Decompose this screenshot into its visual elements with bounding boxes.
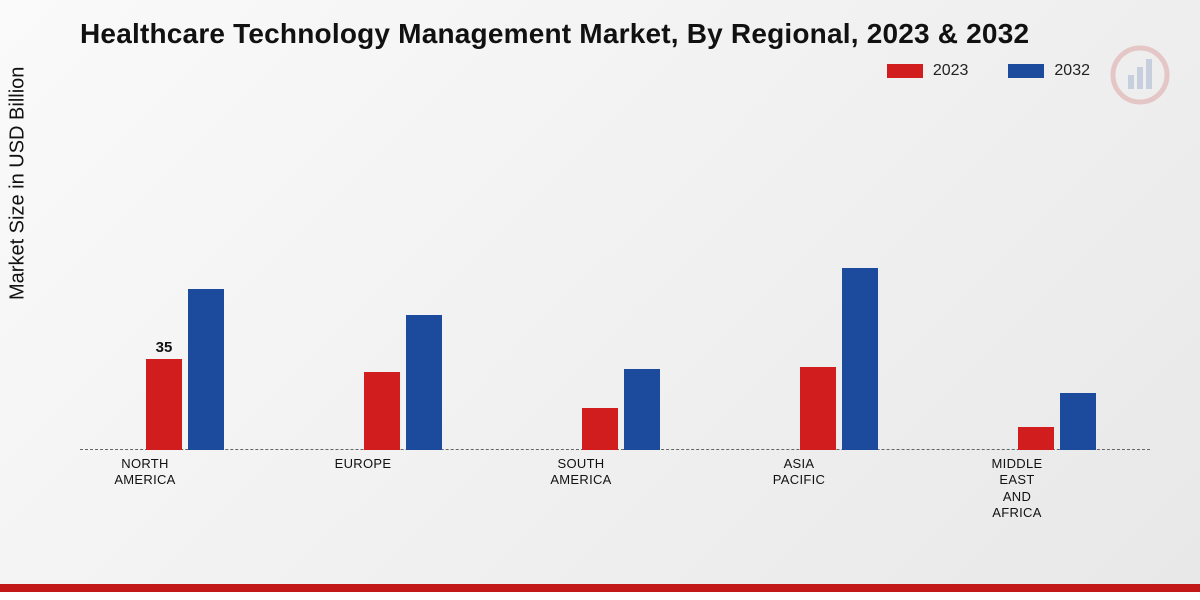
bar-group [774,268,904,450]
watermark-logo [1110,45,1170,105]
legend-item-2032: 2032 [1008,62,1090,80]
chart-page: Healthcare Technology Management Market,… [0,0,1200,600]
bar-group [338,315,468,450]
bar-2023 [800,367,836,450]
bar-2032 [406,315,442,450]
bar-fill [842,268,878,450]
bar-2032 [842,268,878,450]
legend-label-2023: 2023 [933,62,969,80]
bar-2023: 35 [146,359,182,450]
bar-fill [364,372,400,450]
legend-label-2032: 2032 [1054,62,1090,80]
bar-fill [800,367,836,450]
legend-item-2023: 2023 [887,62,969,80]
bar-2032 [1060,393,1096,450]
bar-fill [406,315,442,450]
bar-value-label: 35 [156,339,173,356]
footer-stripe [0,584,1200,592]
bar-2023 [364,372,400,450]
bar-fill [1060,393,1096,450]
bar-fill [1018,427,1054,450]
x-axis-label: NORTHAMERICA [75,456,215,489]
chart-title: Healthcare Technology Management Market,… [80,18,1029,50]
legend-swatch-2023 [887,64,923,78]
bar-2032 [188,289,224,450]
plot-area: 35 [80,120,1150,450]
bar-group [556,369,686,450]
x-axis-label: MIDDLEEASTANDAFRICA [947,456,1087,521]
bar-fill [146,359,182,450]
legend: 2023 2032 [887,62,1090,80]
x-axis-label: SOUTHAMERICA [511,456,651,489]
legend-swatch-2032 [1008,64,1044,78]
x-axis-label: ASIAPACIFIC [729,456,869,489]
bar-2023 [582,408,618,450]
bar-fill [582,408,618,450]
bar-2032 [624,369,660,450]
bar-group: 35 [120,289,250,450]
footer-pad [0,592,1200,600]
bar-fill [188,289,224,450]
bar-fill [624,369,660,450]
bar-group [992,393,1122,450]
x-axis-label: EUROPE [293,456,433,472]
y-axis-label: Market Size in USD Billion [7,67,30,300]
bar-2023 [1018,427,1054,450]
